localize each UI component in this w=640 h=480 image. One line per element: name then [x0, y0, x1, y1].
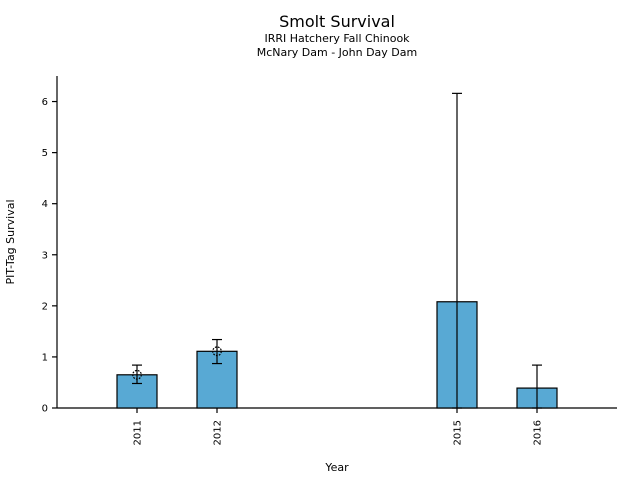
y-tick-label-6: 6 — [42, 97, 48, 108]
x-tick-label-2011: 2011 — [133, 420, 144, 445]
plot-content-group: 0 1 2 3 4 5 6 2011 2012 2015 2016 — [42, 92, 558, 445]
point-marker-2011 — [132, 369, 142, 380]
x-tick-label-2016: 2016 — [533, 420, 544, 445]
y-tick-label-4: 4 — [42, 199, 48, 210]
chart-title: Smolt Survival — [279, 12, 395, 31]
y-tick-label-1: 1 — [42, 352, 48, 363]
x-tick-label-2012: 2012 — [213, 420, 224, 445]
y-tick-label-2: 2 — [42, 301, 48, 312]
y-tick-label-0: 0 — [42, 404, 48, 415]
x-tick-label-2015: 2015 — [453, 420, 464, 445]
chart-subtitle-line1: IRRI Hatchery Fall Chinook — [264, 32, 410, 45]
chart-subtitle-line2: McNary Dam - John Day Dam — [257, 46, 417, 59]
y-tick-label-5: 5 — [42, 148, 48, 159]
y-axis-label: PIT-Tag Survival — [4, 199, 17, 284]
x-axis-label: Year — [324, 461, 349, 474]
point-marker-2012 — [212, 346, 222, 357]
y-tick-label-3: 3 — [42, 250, 48, 261]
